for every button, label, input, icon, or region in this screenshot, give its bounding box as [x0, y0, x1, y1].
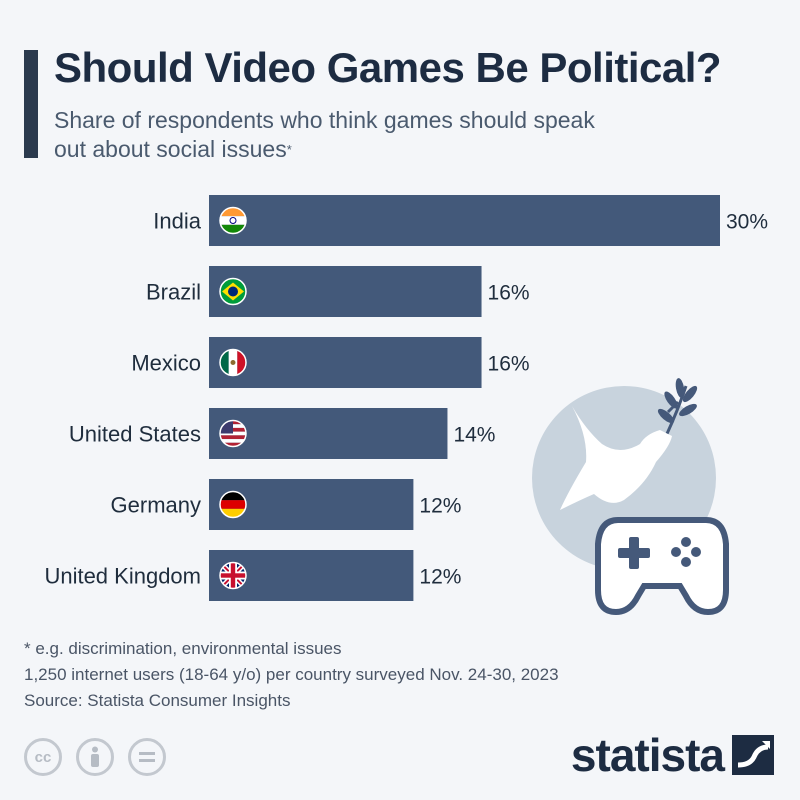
value-label-united-states: 14%	[453, 424, 495, 447]
value-label-india: 30%	[726, 211, 768, 234]
equals-icon[interactable]	[128, 738, 166, 776]
footnotes: * e.g. discrimination, environmental iss…	[24, 636, 559, 714]
person-icon[interactable]	[76, 738, 114, 776]
flag-brazil-icon	[219, 277, 247, 306]
footnote-note: * e.g. discrimination, environmental iss…	[24, 639, 342, 658]
bar-mexico	[209, 337, 482, 388]
chart-title: Should Video Games Be Political?	[54, 44, 722, 91]
olive-branch-icon	[657, 378, 698, 437]
flag-mexico-icon	[219, 348, 247, 377]
flag-united-kingdom-icon	[219, 561, 247, 590]
value-label-united-kingdom: 12%	[419, 566, 461, 589]
category-label-germany: Germany	[111, 493, 201, 518]
subtitle-footnote-mark: *	[286, 142, 292, 157]
license-icons: cc	[24, 738, 166, 776]
cc-icon[interactable]: cc	[24, 738, 62, 776]
flag-united-states-icon	[219, 419, 247, 448]
brand-name: statista	[570, 729, 725, 781]
bar-united-states	[209, 408, 448, 459]
bar-india	[209, 195, 720, 246]
value-label-brazil: 16%	[488, 282, 530, 305]
gamepad-icon	[595, 517, 729, 616]
flag-germany-icon	[219, 490, 247, 519]
category-label-india: India	[153, 209, 201, 234]
dove-and-gamepad-illustration	[532, 378, 729, 616]
statista-logo-icon	[732, 735, 774, 775]
chart-subtitle: Share of respondents who think games sho…	[54, 106, 614, 164]
subtitle-text: Share of respondents who think games sho…	[54, 107, 595, 162]
value-label-mexico: 16%	[488, 353, 530, 376]
flag-india-icon	[219, 206, 247, 235]
category-label-united-states: United States	[69, 422, 201, 447]
statista-brand[interactable]: statista	[571, 728, 774, 782]
footnote-source: Source: Statista Consumer Insights	[24, 691, 291, 710]
title-accent-bar	[24, 50, 38, 158]
value-label-germany: 12%	[419, 495, 461, 518]
category-label-united-kingdom: United Kingdom	[44, 564, 201, 589]
category-label-mexico: Mexico	[131, 351, 201, 376]
dove-icon	[560, 406, 672, 510]
category-label-brazil: Brazil	[146, 280, 201, 305]
bar-brazil	[209, 266, 482, 317]
footnote-sample: 1,250 internet users (18-64 y/o) per cou…	[24, 665, 559, 684]
